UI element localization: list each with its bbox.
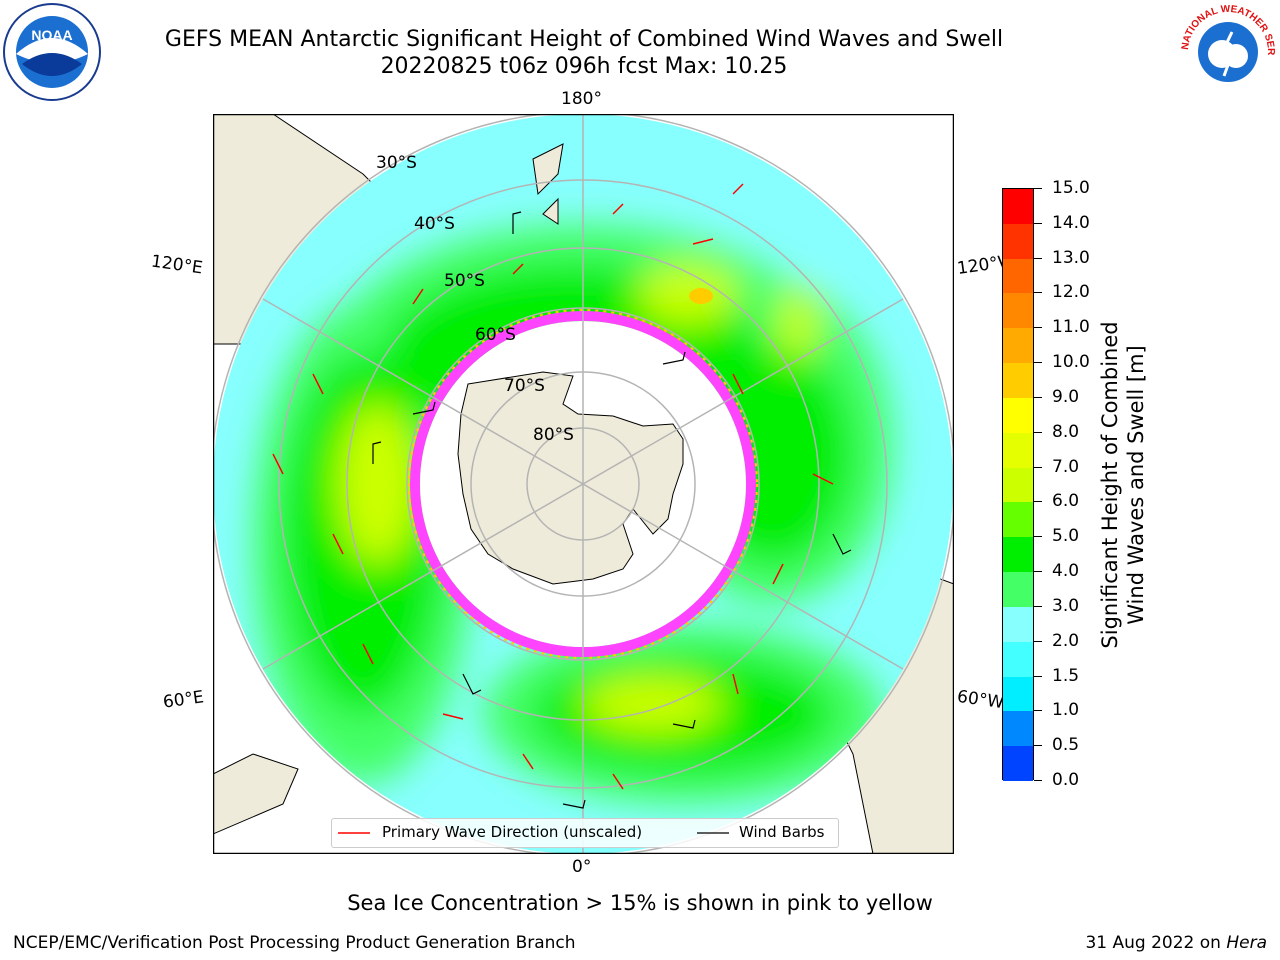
colorbar-segment [1003,641,1033,678]
colorbar-tick-label: 12.0 [1052,282,1090,303]
colorbar-segment [1003,572,1033,608]
colorbar-segment [1003,711,1033,747]
colorbar-segment [1003,189,1033,225]
colorbar-tick-mark [1034,571,1042,573]
label-120E: 120°E [149,251,204,279]
svg-text:NOAA: NOAA [31,27,72,43]
lat-label-70: 70°S [504,376,545,396]
graticule [213,114,954,854]
wave-height-field [213,114,953,854]
antarctica [457,371,684,585]
colorbar-tick-mark [1034,396,1042,398]
label-60E: 60°E [161,687,206,713]
colorbar-segment [1003,676,1033,712]
lat-label-30: 30°S [376,153,417,173]
colorbar-tick-label: 3.0 [1052,595,1080,616]
lat-label-50: 50°S [444,271,485,291]
colorbar-tick-mark [1034,466,1042,468]
colorbar-tick-mark [1034,745,1042,747]
colorbar-tick-mark [1034,536,1042,538]
colorbar-tick-mark [1034,431,1042,433]
label-60W: 60°W [955,686,1006,714]
colorbar-segment [1003,328,1033,364]
colorbar-tick-label: 15.0 [1052,178,1090,198]
colorbar-tick-mark [1034,501,1042,503]
colorbar-tick-mark [1034,710,1042,712]
colorbar-tick-label: 0.0 [1052,770,1080,790]
colorbar-tick-mark [1034,640,1042,642]
colorbar-tick-label: 7.0 [1052,456,1080,477]
sea-ice-note: Sea Ice Concentration > 15% is shown in … [347,891,933,915]
colorbar-segment [1003,432,1033,469]
colorbar-tick-mark [1034,222,1042,224]
colorbar-tick-label: 4.0 [1052,561,1080,582]
lat-label-80: 80°S [533,425,574,445]
colorbar-segment [1003,363,1033,399]
footer-date-text: 31 Aug 2022 on [1085,933,1227,953]
wave-direction-arrows [272,183,834,790]
colorbar-tick-label: 8.0 [1052,421,1080,442]
wind-barbs-legend-line [697,832,729,834]
wave-direction-legend-line [338,832,370,834]
lat-label-60: 60°S [475,325,516,345]
colorbar-tick-label: 1.5 [1052,665,1080,686]
colorbar-segment [1003,746,1033,782]
noaa-logo: NOAA [3,3,101,101]
colorbar-tick-label: 9.0 [1052,386,1080,407]
colorbar-tick-label: 5.0 [1052,526,1080,547]
nws-logo: NATIONAL WEATHER SERVICE [1176,2,1276,99]
colorbar-segment [1003,397,1033,434]
footer-branch: NCEP/EMC/Verification Post Processing Pr… [13,933,576,953]
colorbar-tick-mark [1034,188,1042,189]
colorbar-label-line2: Wind Waves and Swell [m] [1124,345,1148,625]
colorbar [1002,188,1034,782]
colorbar-tick-mark [1034,257,1042,259]
colorbar-tick-label: 14.0 [1052,212,1090,233]
colorbar-label-line1: Significant Height of Combined [1098,321,1122,649]
label-0: 0° [572,857,592,877]
colorbar-tick-mark [1034,605,1042,607]
wind-barbs [372,211,852,809]
wind-barbs-legend-label: Wind Barbs [739,823,825,841]
chart-title: GEFS MEAN Antarctic Significant Height o… [164,27,1004,52]
colorbar-tick-mark [1034,292,1042,294]
wave-direction-legend-label: Primary Wave Direction (unscaled) [382,823,643,841]
colorbar-segment [1003,606,1033,643]
colorbar-segment [1003,258,1033,294]
colorbar-tick-mark [1034,780,1042,781]
colorbar-tick-label: 11.0 [1052,317,1090,338]
colorbar-segment [1003,293,1033,329]
colorbar-tick-label: 10.0 [1052,352,1090,373]
colorbar-tick-label: 13.0 [1052,247,1090,268]
colorbar-tick-label: 0.5 [1052,735,1080,756]
colorbar-tick-mark [1034,362,1042,364]
colorbar-segment [1003,223,1033,260]
colorbar-tick-mark [1034,675,1042,677]
colorbar-segment [1003,467,1033,503]
colorbar-tick-mark [1034,327,1042,329]
footer-date: 31 Aug 2022 on Hera [1085,933,1267,953]
colorbar-label: Significant Height of Combined Wind Wave… [1097,321,1149,648]
chart-subtitle: 20220825 t06z 096h fcst Max: 10.25 [380,54,788,79]
colorbar-tick-label: 6.0 [1052,491,1080,512]
colorbar-tick-label: 1.0 [1052,700,1080,721]
label-180: 180° [561,89,602,109]
legend: Primary Wave Direction (unscaled) Wind B… [331,818,839,848]
lat-label-40: 40°S [414,214,455,234]
footer-host: Hera [1226,933,1267,953]
colorbar-segment [1003,537,1033,573]
colorbar-tick-label: 2.0 [1052,630,1080,651]
colorbar-segment [1003,502,1033,538]
polar-map [213,114,954,854]
